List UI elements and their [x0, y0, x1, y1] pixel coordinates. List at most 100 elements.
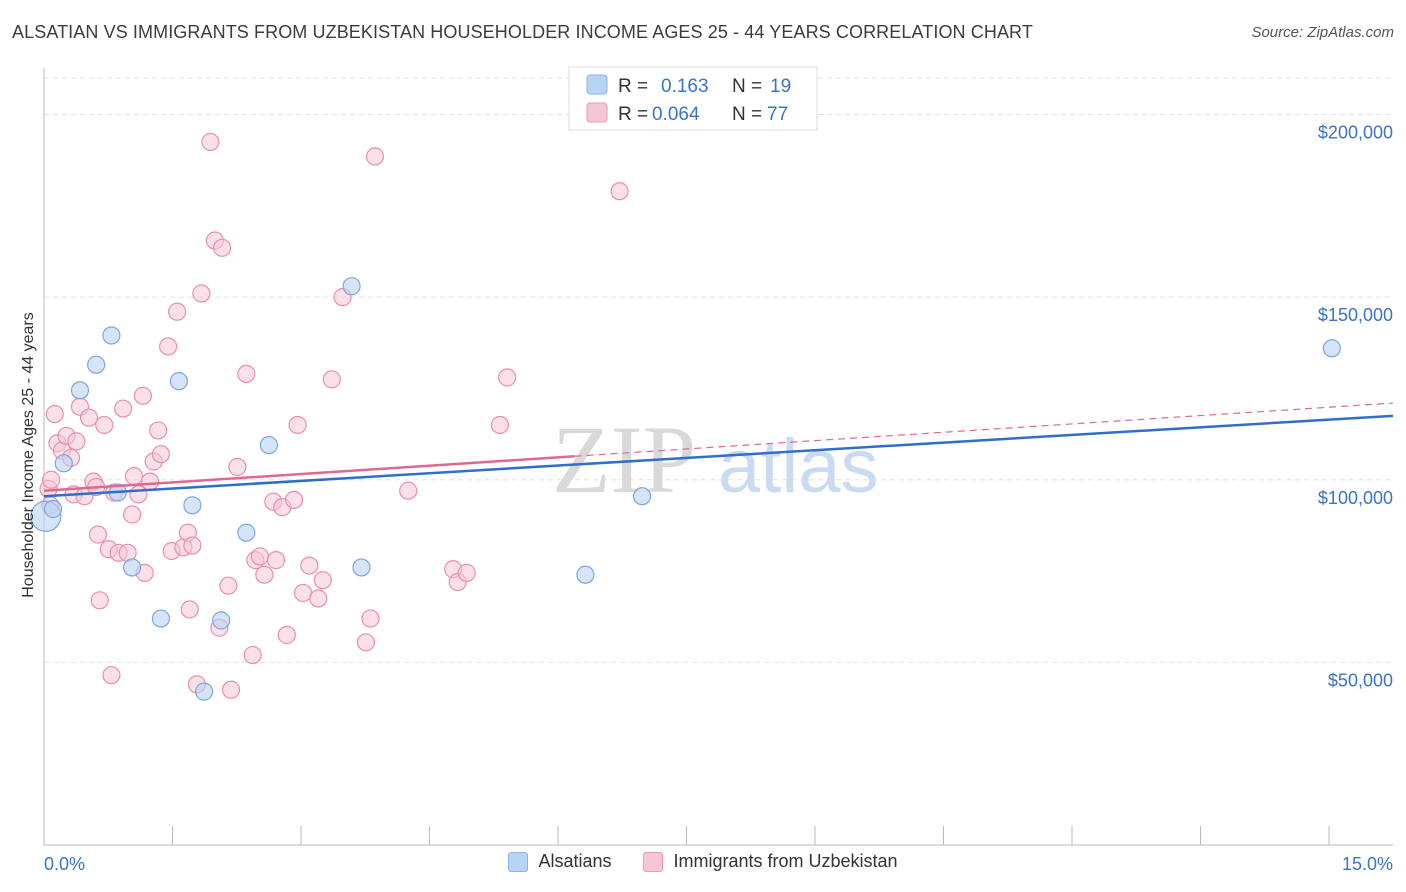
- point-uzbekistan: [149, 421, 168, 440]
- point-uzbekistan: [288, 415, 307, 435]
- point-uzbekistan: [221, 680, 241, 699]
- point-uzbekistan: [356, 633, 376, 652]
- point-uzbekistan: [88, 525, 108, 544]
- point-uzbekistan: [212, 238, 232, 257]
- point-uzbekistan: [237, 364, 256, 383]
- point-alsatians: [123, 558, 142, 577]
- point-uzbekistan: [361, 609, 380, 628]
- point-alsatians: [87, 355, 106, 374]
- point-alsatians: [151, 609, 171, 628]
- point-alsatians: [183, 496, 202, 515]
- legend-label-alsatians: Alsatians: [538, 851, 612, 871]
- legend-n-value-1: 19: [770, 76, 791, 97]
- trend-lines: [43, 402, 1394, 498]
- stats-legend-box: [568, 66, 818, 131]
- point-uzbekistan: [266, 551, 286, 570]
- point-alsatians: [237, 523, 256, 542]
- point-uzbekistan: [114, 399, 133, 418]
- point-uzbekistan: [243, 645, 262, 665]
- point-alsatians: [352, 558, 371, 577]
- point-uzbekistan: [151, 445, 171, 464]
- point-alsatians: [70, 381, 90, 400]
- legend-n-value-2: 77: [767, 104, 788, 125]
- y-tick-label: $150,000: [1318, 305, 1393, 325]
- point-uzbekistan: [102, 666, 121, 685]
- axes: [43, 68, 1393, 846]
- point-uzbekistan: [141, 472, 160, 491]
- trend-line-uzbekistan-extrapolated: [574, 402, 1394, 457]
- source-label: Source: ZipAtlas.com: [1251, 24, 1394, 41]
- point-uzbekistan: [219, 576, 238, 595]
- legend-r-label-2: R =: [618, 104, 648, 125]
- point-uzbekistan: [300, 556, 319, 575]
- point-uzbekistan: [90, 591, 109, 610]
- y-tick-label: $100,000: [1318, 488, 1393, 508]
- stats-legend: R = 0.163 N = 19 R = 0.064 N = 77: [568, 66, 818, 131]
- point-alsatians: [102, 326, 121, 345]
- point-uzbekistan: [123, 505, 142, 524]
- x-tick-label-max: 15.0%: [1342, 854, 1393, 874]
- legend-swatch-alsatians: [508, 851, 529, 872]
- point-uzbekistan: [42, 470, 61, 489]
- point-uzbekistan: [201, 132, 220, 152]
- series-legend: Alsatians Immigrants from Uzbekistan: [0, 851, 1406, 872]
- legend-r-value-2: 0.064: [652, 104, 700, 125]
- legend-label-uzbekistan: Immigrants from Uzbekistan: [673, 851, 898, 871]
- point-uzbekistan: [313, 571, 332, 590]
- point-uzbekistan: [45, 404, 64, 424]
- point-uzbekistan: [192, 284, 211, 303]
- point-uzbekistan: [228, 457, 247, 477]
- y-tick-label: $200,000: [1318, 123, 1393, 143]
- y-axis-label: Householder Income Ages 25 - 44 years: [20, 312, 37, 598]
- point-alsatians: [259, 435, 278, 455]
- point-uzbekistan: [183, 536, 202, 555]
- point-alsatians: [632, 487, 652, 506]
- point-uzbekistan: [457, 563, 476, 582]
- point-uzbekistan: [159, 337, 178, 356]
- point-uzbekistan: [365, 147, 385, 166]
- point-uzbekistan: [399, 481, 418, 500]
- point-uzbekistan: [133, 386, 153, 405]
- point-alsatians: [1322, 339, 1341, 358]
- legend-n-label-1: N =: [732, 76, 762, 97]
- point-uzbekistan: [250, 547, 269, 566]
- point-alsatians: [54, 454, 73, 473]
- y-tick-labels: $50,000 $100,000 $150,000 $200,000: [1318, 123, 1393, 691]
- legend-item-uzbekistan: Immigrants from Uzbekistan: [643, 851, 898, 872]
- point-alsatians: [169, 372, 188, 391]
- point-alsatians: [342, 277, 361, 296]
- trend-line-uzbekistan: [43, 454, 575, 492]
- x-tick-label-min: 0.0%: [44, 854, 85, 874]
- point-uzbekistan: [180, 600, 199, 619]
- point-uzbekistan: [124, 467, 144, 486]
- point-uzbekistan: [498, 368, 517, 387]
- point-uzbekistan: [277, 625, 296, 645]
- series-alsatians-points: [30, 277, 1341, 701]
- point-alsatians: [212, 611, 231, 630]
- point-uzbekistan: [490, 415, 510, 435]
- legend-r-label-1: R =: [618, 76, 648, 97]
- point-alsatians: [43, 499, 63, 519]
- point-uzbekistan: [322, 370, 341, 389]
- point-uzbekistan: [284, 490, 304, 509]
- point-uzbekistan: [255, 565, 274, 584]
- watermark-atlas: atlas: [718, 424, 879, 509]
- point-uzbekistan: [309, 589, 328, 608]
- legend-r-value-1: 0.163: [661, 76, 709, 97]
- legend-item-alsatians: Alsatians: [508, 851, 611, 872]
- point-alsatians: [576, 565, 595, 584]
- point-alsatians: [194, 682, 214, 701]
- legend-swatch-uzbekistan: [643, 851, 664, 872]
- point-uzbekistan: [610, 182, 629, 201]
- legend-swatch-blue: [586, 74, 608, 95]
- series-uzbekistan-points: [39, 132, 629, 699]
- point-uzbekistan: [67, 432, 86, 451]
- point-uzbekistan: [95, 415, 114, 435]
- point-uzbekistan: [168, 302, 187, 321]
- legend-n-label-2: N =: [732, 104, 762, 125]
- y-tick-label: $50,000: [1328, 670, 1393, 690]
- chart-title: ALSATIAN VS IMMIGRANTS FROM UZBEKISTAN H…: [12, 22, 1033, 42]
- point-uzbekistan: [79, 408, 99, 427]
- trend-line-alsatians: [43, 414, 1394, 498]
